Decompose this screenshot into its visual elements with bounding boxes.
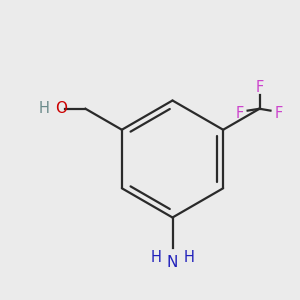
- Text: F: F: [255, 80, 264, 95]
- Text: F: F: [236, 106, 244, 121]
- Text: H: H: [184, 250, 194, 266]
- Text: N: N: [167, 255, 178, 270]
- Text: F: F: [274, 106, 283, 121]
- Text: H: H: [151, 250, 161, 266]
- Text: H: H: [39, 101, 50, 116]
- Text: O: O: [56, 101, 68, 116]
